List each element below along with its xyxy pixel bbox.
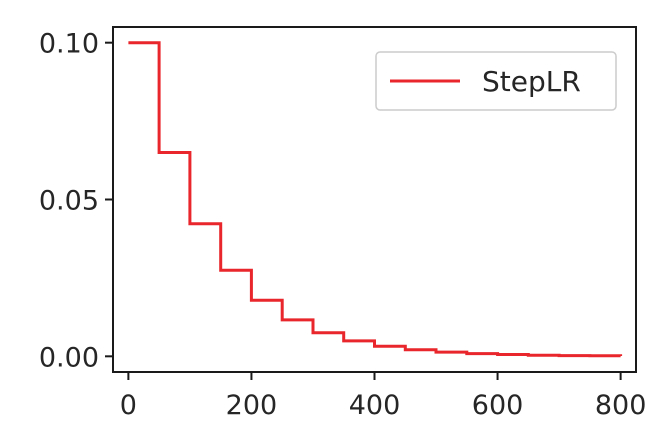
y-tick-label: 0.00	[39, 342, 99, 373]
x-tick-label: 800	[595, 390, 647, 421]
x-tick-label: 400	[349, 390, 401, 421]
plot-area: 0 200 400 600 800 0.00 0.05 0.10 StepLR	[39, 26, 647, 421]
y-tick-label: 0.10	[39, 29, 99, 60]
legend-label: StepLR	[482, 65, 581, 98]
x-tick-label: 200	[226, 390, 278, 421]
x-tick-label: 600	[472, 390, 524, 421]
x-tick-label: 0	[120, 390, 137, 421]
y-tick-label: 0.05	[39, 186, 99, 217]
series-line-steplr	[128, 41, 623, 358]
legend-box	[375, 51, 617, 111]
